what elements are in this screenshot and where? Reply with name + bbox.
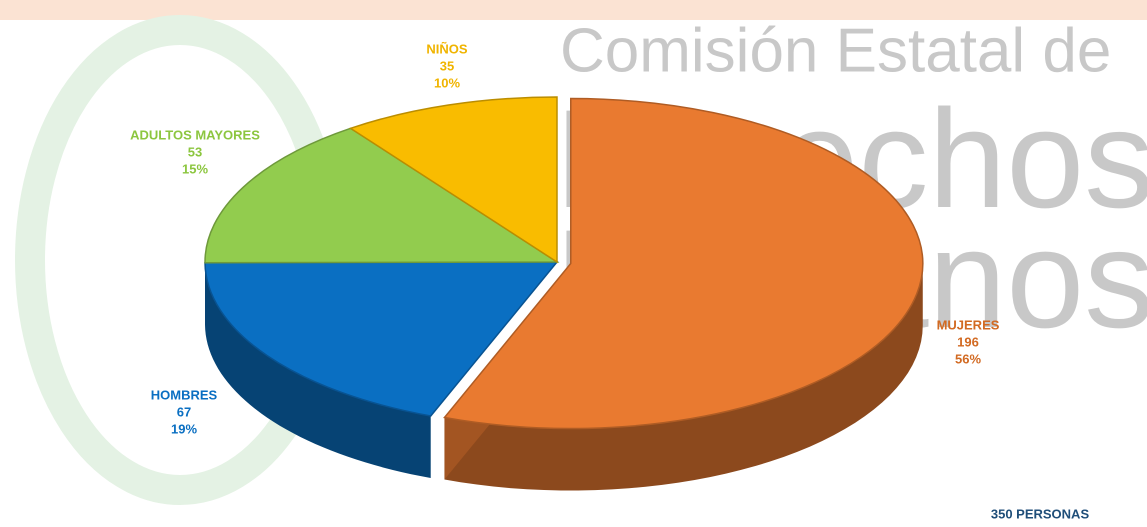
total-annotation: 350 PERSONAS xyxy=(991,506,1090,521)
slice-value-label: 196 xyxy=(957,334,979,349)
slice-category-label: HOMBRES xyxy=(151,387,218,402)
slice-value-label: 53 xyxy=(188,144,202,159)
slice-percent-label: 15% xyxy=(182,161,208,176)
slice-value-label: 67 xyxy=(177,404,191,419)
slice-category-label: NIÑOS xyxy=(426,41,468,56)
chart: Comisión Estatal deDerechosHumanosOaxaca… xyxy=(0,0,1147,527)
slice-category-label: ADULTOS MAYORES xyxy=(130,127,260,142)
slice-category-label: MUJERES xyxy=(937,317,1000,332)
slice-value-label: 35 xyxy=(440,58,454,73)
slice-percent-label: 19% xyxy=(171,421,197,436)
slice-percent-label: 56% xyxy=(955,351,981,366)
watermark-text: Comisión Estatal de xyxy=(560,16,1111,85)
slice-percent-label: 10% xyxy=(434,75,460,90)
